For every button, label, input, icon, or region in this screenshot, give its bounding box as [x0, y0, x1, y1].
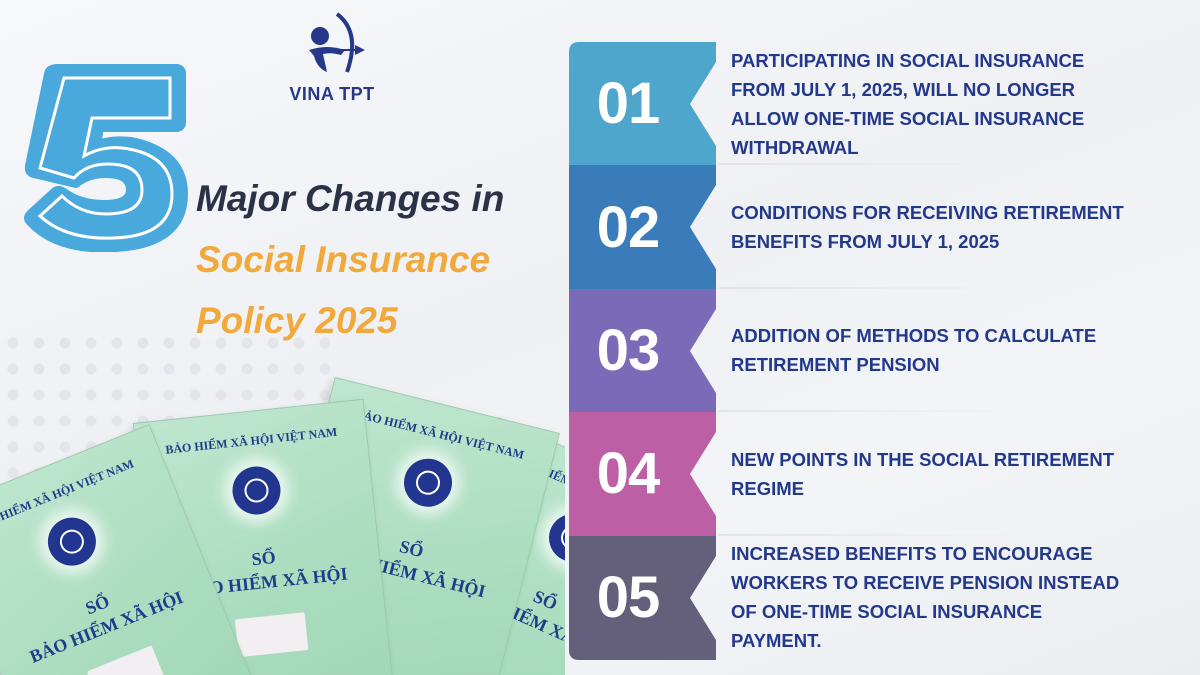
- title-line-1: Major Changes in: [196, 178, 505, 219]
- number-tab: 03: [569, 288, 716, 413]
- change-text: NEW POINTS IN THE SOCIAL RETIREMENT REGI…: [731, 448, 1115, 499]
- divider: [719, 163, 1019, 166]
- divider: [719, 533, 1019, 536]
- change-text: ADDITION OF METHODS TO CALCULATE RETIREM…: [731, 325, 1097, 376]
- divider: [719, 286, 1019, 289]
- number-tab: 04: [569, 412, 716, 537]
- brand-name: VINA TPT: [289, 84, 375, 104]
- archer-icon: [309, 12, 365, 73]
- number-tab: 01: [569, 42, 716, 166]
- number-tab: 02: [569, 165, 716, 290]
- change-item-3: 03 ADDITION OF METHODS TO CALCULATE RETI…: [569, 288, 1129, 413]
- hero-number-5: [18, 62, 188, 257]
- change-text: PARTICIPATING IN SOCIAL INSURANCE FROM J…: [731, 49, 1085, 158]
- change-item-1: 01 PARTICIPATING IN SOCIAL INSURANCE FRO…: [569, 42, 1129, 166]
- emblem-icon: [398, 453, 458, 512]
- divider: [719, 410, 1019, 413]
- hero-title: Major Changes in Social Insurance Policy…: [196, 168, 504, 351]
- change-item-4: 04 NEW POINTS IN THE SOCIAL RETIREMENT R…: [569, 412, 1129, 537]
- emblem-icon: [230, 464, 283, 517]
- emblem-icon: [40, 510, 104, 573]
- number-tab: 05: [569, 535, 716, 660]
- change-item-5: 05 INCREASED BENEFITS TO ENCOURAGE WORKE…: [569, 535, 1129, 660]
- change-item-2: 02 CONDITIONS FOR RECEIVING RETIREMENT B…: [569, 165, 1129, 290]
- brand-logo: VINA TPT: [282, 10, 382, 105]
- change-text: INCREASED BENEFITS TO ENCOURAGE WORKERS …: [731, 543, 1120, 652]
- changes-list: 01 PARTICIPATING IN SOCIAL INSURANCE FRO…: [569, 42, 1129, 660]
- title-line-2: Social Insurance: [196, 239, 491, 280]
- change-text: CONDITIONS FOR RECEIVING RETIREMENT BENE…: [731, 202, 1124, 253]
- emblem-icon: [541, 506, 565, 570]
- title-line-3: Policy 2025: [196, 300, 398, 341]
